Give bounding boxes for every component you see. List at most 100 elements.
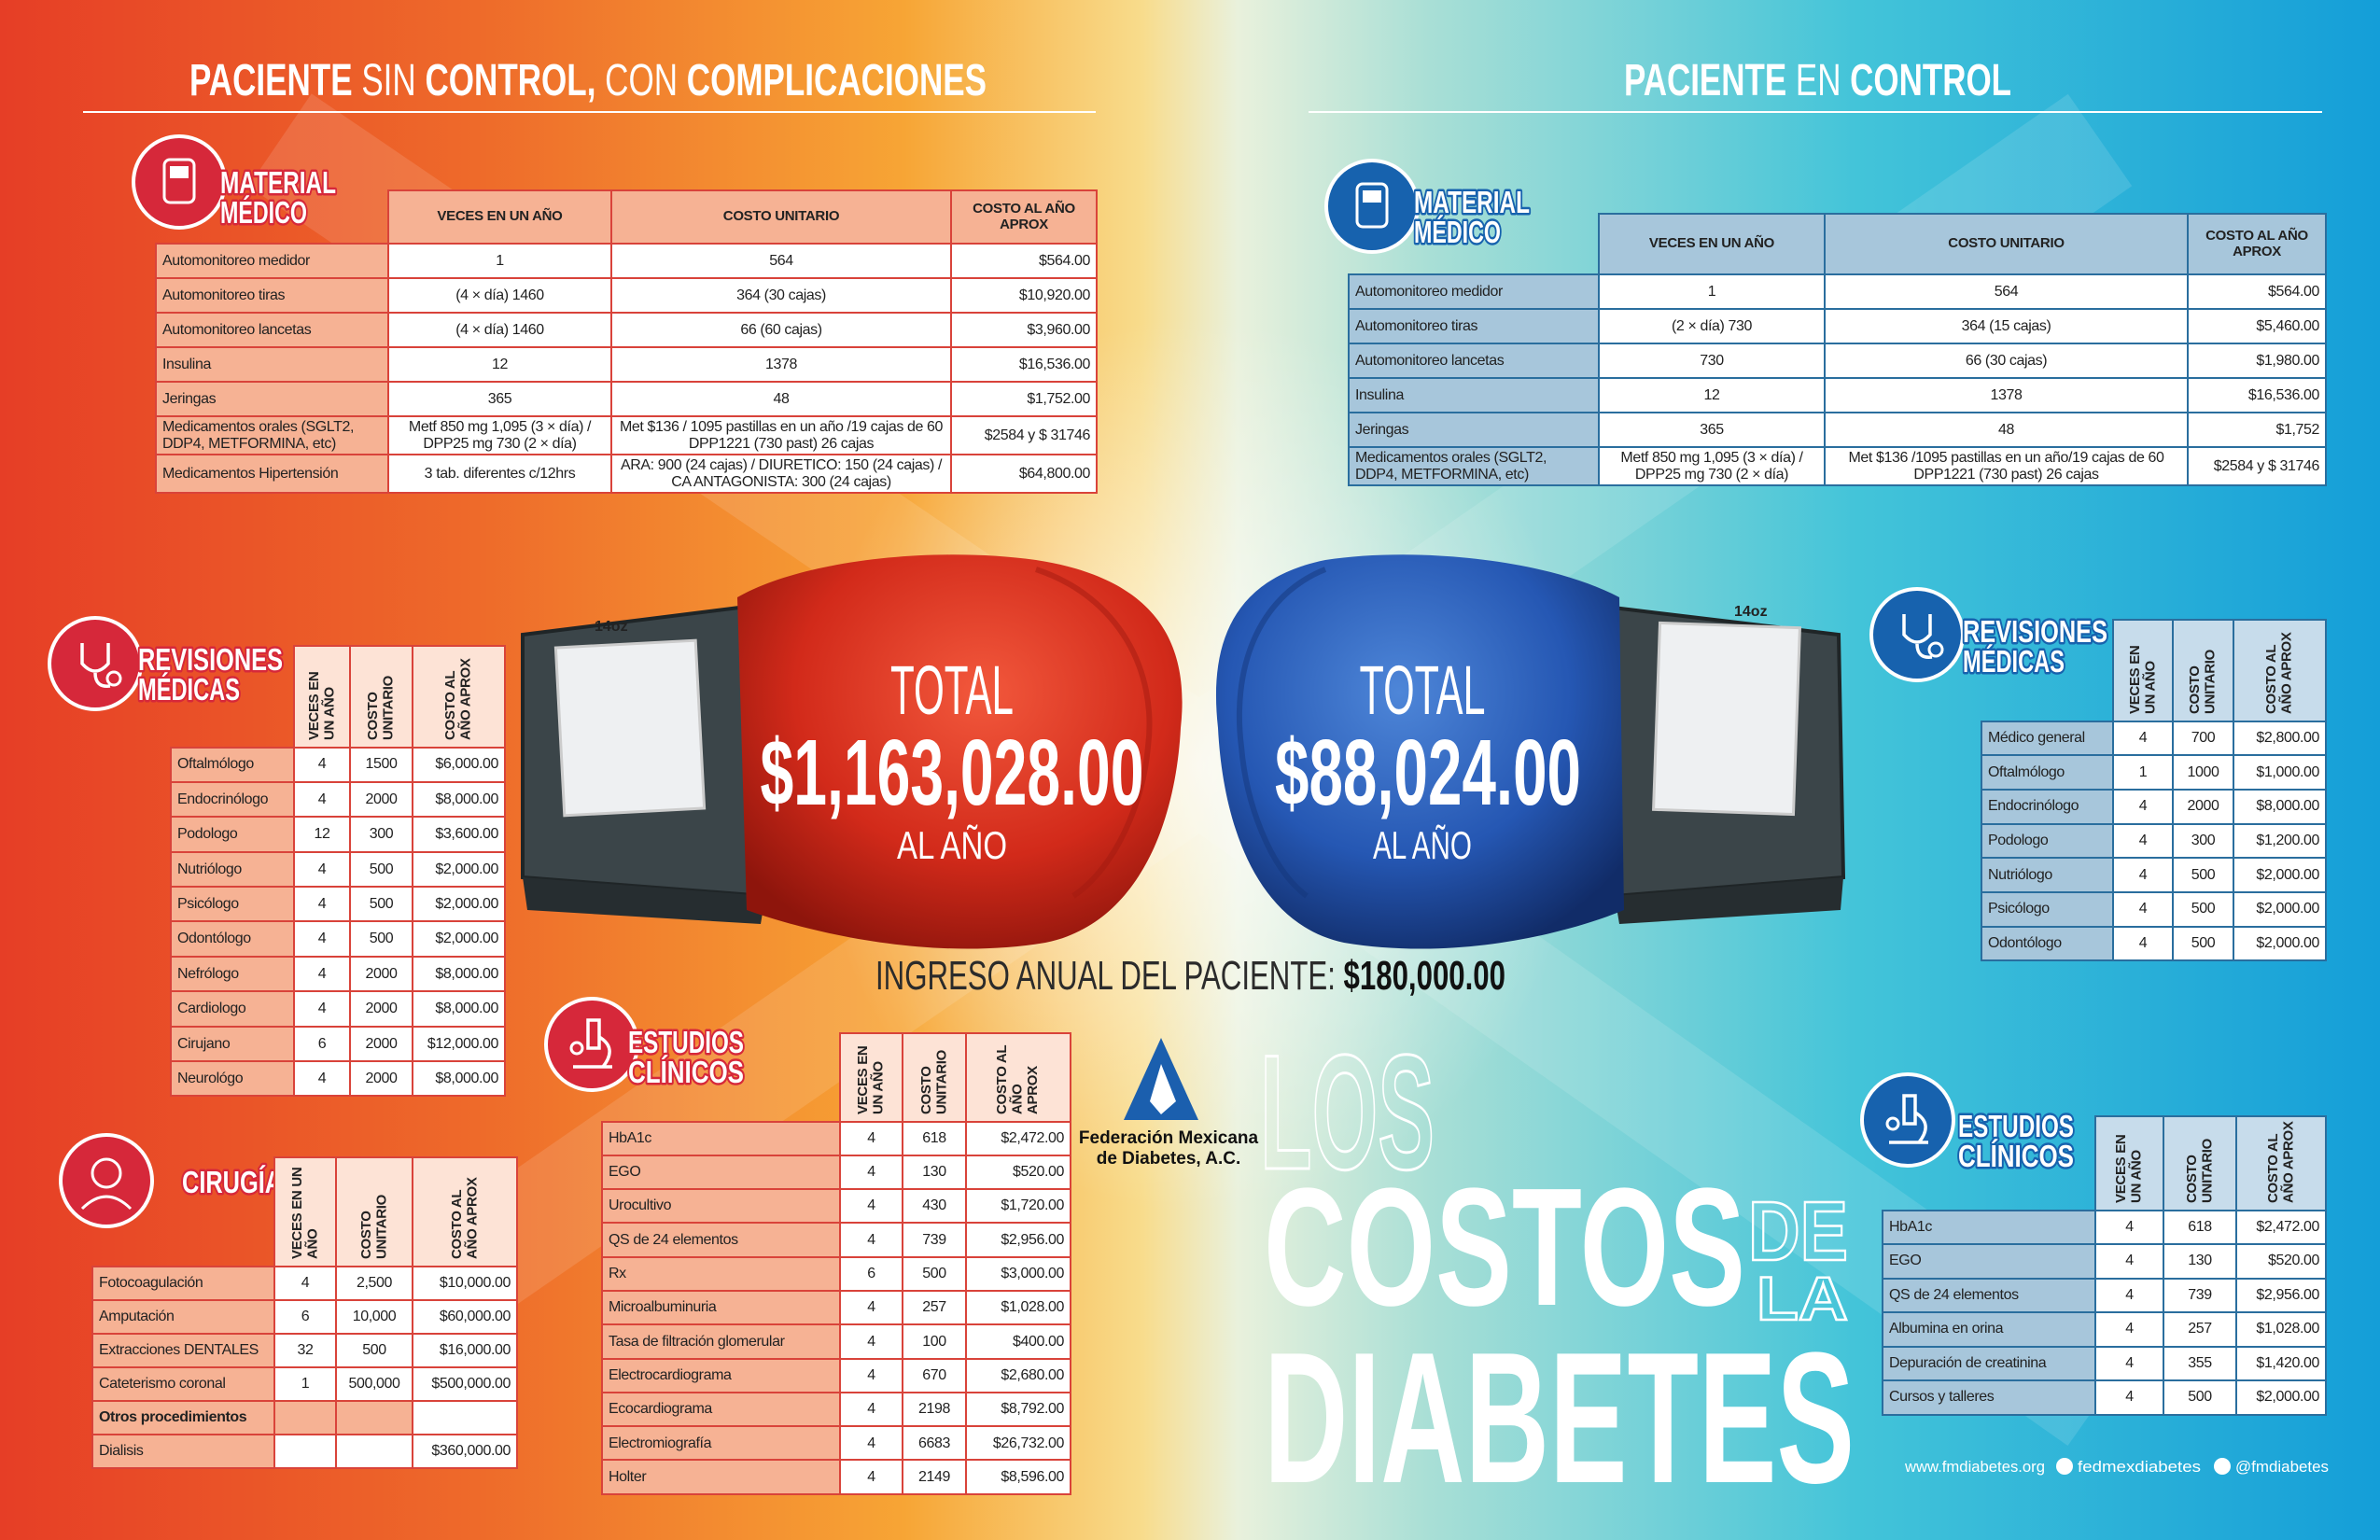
- table-cell: EGO: [601, 1154, 841, 1191]
- table-cell: Ecocardiograma: [601, 1391, 841, 1428]
- table-body: Automonitoreo medidor 1 564 $564.00 Automoni…: [1348, 273, 2327, 487]
- left-heading: PACIENTE SIN CONTROL, CON COMPLICACIONES: [189, 56, 987, 105]
- column-header-text: COSTO UNITARIO: [917, 1050, 950, 1114]
- table-cell: $8,792.00: [965, 1391, 1071, 1428]
- table-cell: 1378: [1824, 377, 2189, 413]
- icon-glyph: [105, 670, 122, 687]
- glove-size: 14oz: [1734, 604, 1768, 620]
- table-cell: 4: [2112, 788, 2174, 825]
- table-cell: $16,000.00: [412, 1332, 518, 1368]
- table-cell: $8,000.00: [412, 955, 506, 993]
- table-cell: 300: [2172, 822, 2234, 860]
- table-row: Medicamentos orales (SGLT2, DDP4, METFOR…: [155, 414, 1098, 456]
- table-cell: Otros procedimientos: [91, 1399, 275, 1435]
- blue-glove: 14oz: [1215, 554, 1846, 949]
- table-cell: HbA1c: [1882, 1209, 2096, 1245]
- table-cell: Met $136 / 1095 pastillas en un año /19 …: [610, 414, 952, 456]
- section-title: MÉDICO: [220, 195, 307, 230]
- table-cell: 1378: [610, 346, 952, 383]
- icon-circle: [1324, 159, 1420, 254]
- icon-glyph: [1885, 1116, 1900, 1131]
- column-header: COSTO UNITARIO: [1824, 213, 2189, 275]
- table-cell: 2000: [349, 955, 413, 993]
- table-cell: 1: [1598, 273, 1826, 310]
- table-cell: $500,000.00: [412, 1365, 518, 1402]
- table-row: HbA1c 4 618 $2,472.00: [1882, 1209, 2327, 1245]
- table-cell: 364 (15 cajas): [1824, 308, 2189, 344]
- table-cell: Odontólogo: [1981, 925, 2114, 962]
- table-row: Electrocardiograma 4 670 $2,680.00: [601, 1357, 1071, 1393]
- corner-cell: [1349, 214, 1599, 274]
- table-cell: $2,956.00: [965, 1222, 1071, 1258]
- table-cell: 4: [839, 1357, 903, 1393]
- table-head: VECES EN UN AÑO COSTO UNITARIO COSTO AL AÑ…: [602, 1032, 1071, 1123]
- section-title: MATERIAL: [1414, 185, 1530, 219]
- column-header: COSTO AL AÑO APROX: [412, 645, 506, 749]
- table-row: Médico general 4 700 $2,800.00: [1981, 720, 2327, 757]
- table-head: VECES EN UN AÑO COSTO UNITARIO COSTO AL AÑ…: [1981, 619, 2327, 722]
- table-cell: $8,000.00: [412, 780, 506, 819]
- table-cell: Nefrólogo: [170, 955, 295, 993]
- header-row: VECES EN UN AÑO COSTO UNITARIO COSTO AL AÑ…: [92, 1156, 518, 1267]
- table-cell: 355: [2163, 1345, 2237, 1381]
- total-label: TOTAL: [890, 651, 1014, 729]
- table-cell: Oftalmólogo: [1981, 754, 2114, 791]
- table-cell: 500: [2163, 1379, 2237, 1416]
- right-heading: PACIENTE EN CONTROL: [1624, 56, 2011, 105]
- table-cell: $10,000.00: [412, 1265, 518, 1301]
- section-title: MÉDICAS: [138, 672, 240, 707]
- table-body: HbA1c 4 618 $2,472.00 EGO 4 130 $520.00 QS de 24…: [1882, 1209, 2327, 1416]
- table-cell: $8,000.00: [412, 1060, 506, 1098]
- table-cell: Endocrinólogo: [170, 780, 295, 819]
- section-icon: [1324, 159, 1420, 254]
- table-cell: Albumina en orina: [1882, 1311, 2096, 1348]
- table-cell: 4: [293, 886, 351, 923]
- table-cell: $16,536.00: [950, 346, 1098, 383]
- empty-cell: [412, 1399, 518, 1435]
- table-cell: Fotocoagulación: [91, 1265, 275, 1301]
- section-title: MÉDICAS: [1963, 644, 2065, 679]
- table-cell: Jeringas: [1348, 412, 1600, 448]
- icon-glyph: [1363, 190, 1381, 203]
- table-cell: Podologo: [1981, 822, 2114, 860]
- table-row: Automonitoreo tiras (4 × día) 1460 364 (30…: [155, 277, 1098, 314]
- icon-glyph: [1889, 1094, 1928, 1144]
- section-icon: [1860, 1072, 1955, 1168]
- table-cell: Extracciones DENTALES: [91, 1332, 275, 1368]
- table-row: Podologo 12 300 $3,600.00: [170, 816, 506, 853]
- table-cell: Metf 850 mg 1,095 (3 × día) / DPP25 mg 7…: [1598, 445, 1826, 487]
- table-cell: Oftalmólogo: [170, 746, 295, 783]
- table-row: Insulina 12 1378 $16,536.00: [1348, 377, 2327, 413]
- column-header: VECES EN UN AÑO: [273, 1156, 337, 1267]
- table-cell: 670: [902, 1357, 967, 1393]
- table-cell: 500: [335, 1332, 413, 1368]
- table-cell: 700: [2172, 720, 2234, 757]
- table-row: Jeringas 365 48 $1,752: [1348, 412, 2327, 448]
- table-cell: Insulina: [155, 346, 389, 383]
- table-cell: Automonitoreo tiras: [155, 277, 389, 314]
- table-cell: 130: [902, 1154, 967, 1191]
- column-header-text: COSTO UNITARIO: [357, 1195, 390, 1259]
- table-row: Oftalmólogo 1 1000 $1,000.00: [1981, 754, 2327, 791]
- table-cell: $2584 y $ 31746: [2187, 445, 2327, 487]
- table-cell: 66 (60 cajas): [610, 312, 952, 348]
- icon-glyph: [573, 1018, 612, 1069]
- table-cell: $16,536.00: [2187, 377, 2327, 413]
- column-header-text: COSTO AL AÑO APROX: [448, 1177, 481, 1259]
- heading-part: SIN: [361, 56, 415, 105]
- table-cell: 4: [839, 1289, 903, 1326]
- column-header-text: COSTO UNITARIO: [365, 676, 397, 740]
- table-cell: $2,000.00: [2233, 890, 2327, 928]
- table-cell: $2,000.00: [412, 886, 506, 923]
- corner-cell: [92, 1157, 274, 1267]
- table-cell: Medicamentos orales (SGLT2, DDP4, METFOR…: [1348, 445, 1600, 487]
- table-head: VECES EN UN AÑO COSTO UNITARIO COSTO AL AÑ…: [171, 645, 506, 749]
- table-cell: 4: [839, 1425, 903, 1462]
- table-cell: Jeringas: [155, 381, 389, 417]
- heading-part: EN: [1796, 56, 1841, 105]
- column-header-text: COSTO UNITARIO: [722, 208, 840, 225]
- table-cell: 4: [2094, 1379, 2164, 1416]
- table-cell: $520.00: [965, 1154, 1071, 1191]
- heading-part: COMPLICACIONES: [687, 56, 987, 105]
- table-cell: Automonitoreo medidor: [1348, 273, 1600, 310]
